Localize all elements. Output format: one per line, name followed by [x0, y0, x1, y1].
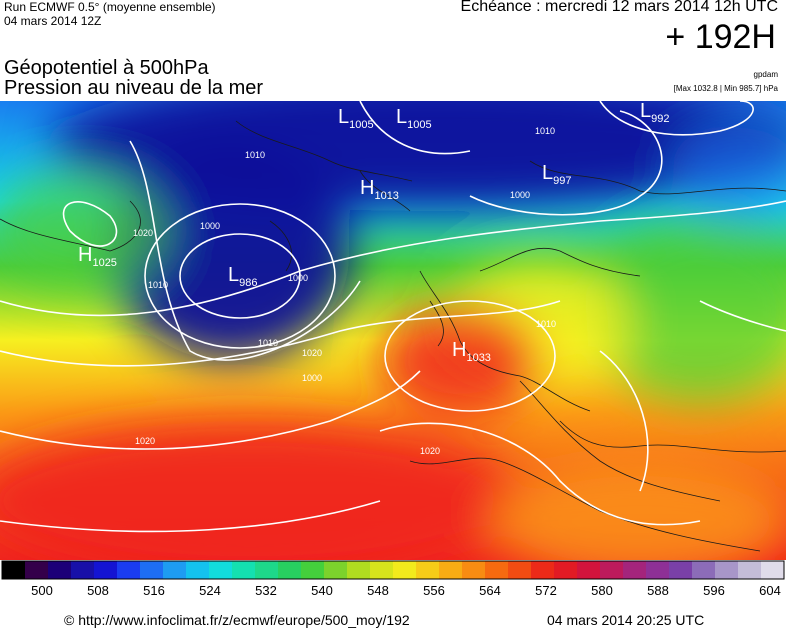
max-min-pressure: [Max 1032.8 | Min 985.7] hPa — [673, 84, 778, 93]
scale-tick-label: 572 — [535, 583, 557, 598]
scale-tick-label: 524 — [199, 583, 221, 598]
pressure-center-value: 992 — [651, 113, 669, 125]
scale-cell — [485, 561, 509, 579]
source-url: © http://www.infoclimat.fr/z/ecmwf/europ… — [64, 612, 410, 628]
scale-cell — [255, 561, 279, 579]
pressure-center-value: 1005 — [349, 119, 373, 131]
scale-cell — [186, 561, 210, 579]
scale-cell — [140, 561, 164, 579]
run-model-label: Run ECMWF 0.5° (moyenne ensemble) — [4, 0, 216, 14]
isobar-label: 1000 — [200, 221, 220, 231]
scale-cell — [2, 561, 26, 579]
scale-tick-label: 508 — [87, 583, 109, 598]
isobar-label: 1010 — [148, 280, 168, 290]
scale-cell — [669, 561, 693, 579]
scale-cell — [508, 561, 532, 579]
isobar-label: 1000 — [302, 373, 322, 383]
scale-cell — [324, 561, 348, 579]
scale-tick-label: 588 — [647, 583, 669, 598]
scale-cell — [71, 561, 95, 579]
scale-tick-label: 564 — [479, 583, 501, 598]
scale-cell — [692, 561, 716, 579]
scale-cell — [278, 561, 302, 579]
isobar-label: 1010 — [536, 319, 556, 329]
pressure-center-value: 1013 — [374, 190, 398, 202]
scale-cell — [761, 561, 785, 579]
color-scale-labels: 500 508 516 524 532 540 548 556 564 572 580 588 596 6… — [0, 583, 786, 601]
scale-border — [1, 560, 785, 580]
height-field — [0, 101, 786, 560]
scale-tick-label: 516 — [143, 583, 165, 598]
scale-cell — [370, 561, 394, 579]
map-title-pressure: Pression au niveau de la mer — [4, 77, 264, 99]
color-scale — [1, 560, 785, 580]
scale-tick-label: 500 — [31, 583, 53, 598]
isobar-label: 1020 — [133, 228, 153, 238]
scale-cell — [25, 561, 49, 579]
isobar-label: 1020 — [135, 436, 155, 446]
scale-cell — [347, 561, 371, 579]
scale-cell — [209, 561, 233, 579]
pressure-center-h: H1033 — [452, 339, 491, 364]
scale-cell — [531, 561, 555, 579]
isobar-label: 1020 — [302, 348, 322, 358]
scale-cell — [48, 561, 72, 579]
isobar-label: 1020 — [420, 446, 440, 456]
scale-cell — [416, 561, 440, 579]
generation-timestamp: 04 mars 2014 20:25 UTC — [547, 612, 705, 628]
scale-cell — [738, 561, 762, 579]
scale-tick-label: 580 — [591, 583, 613, 598]
isobars — [0, 101, 786, 533]
scale-tick-label: 556 — [423, 583, 445, 598]
scale-cell — [94, 561, 118, 579]
run-date-label: 04 mars 2014 12Z — [4, 14, 102, 28]
coastlines — [0, 120, 786, 552]
scale-cell — [163, 561, 187, 579]
scale-cell — [232, 561, 256, 579]
isobar-label: 1010 — [535, 126, 555, 136]
isobar-label: 1010 — [258, 338, 278, 348]
scale-cell — [393, 561, 417, 579]
scale-cell — [646, 561, 670, 579]
scale-cell — [439, 561, 463, 579]
author-tag: gpdam — [753, 70, 778, 79]
scale-cell — [623, 561, 647, 579]
isobar-label: 1000 — [510, 190, 530, 200]
scale-cell — [715, 561, 739, 579]
pressure-center-value: 997 — [553, 175, 571, 187]
scale-cell — [117, 561, 141, 579]
forecast-lead-time: + 192H — [665, 18, 776, 56]
scale-cell — [301, 561, 325, 579]
scale-cell — [600, 561, 624, 579]
pressure-center-value: 1033 — [466, 352, 490, 364]
scale-tick-label: 596 — [703, 583, 725, 598]
pressure-center-value: 1025 — [92, 257, 116, 269]
map-title-geopotential: Géopotentiel à 500hPa — [4, 57, 209, 79]
pressure-center-value: 986 — [239, 277, 257, 289]
pressure-center-value: 1005 — [407, 119, 431, 131]
isobar-label: 1000 — [288, 273, 308, 283]
scale-tick-label: 532 — [255, 583, 277, 598]
forecast-valid-time: Echéance : mercredi 12 mars 2014 12h UTC — [460, 0, 778, 15]
scale-cell — [577, 561, 601, 579]
scale-cell — [554, 561, 578, 579]
scale-tick-label: 548 — [367, 583, 389, 598]
isobar-labels: 1010 1020 1000 1010 1000 1010 1000 1010 1000 1020… — [133, 126, 556, 456]
scale-cell — [462, 561, 486, 579]
scale-tick-label: 604 — [759, 583, 781, 598]
scale-tick-label: 540 — [311, 583, 333, 598]
isobar-label: 1010 — [245, 150, 265, 160]
